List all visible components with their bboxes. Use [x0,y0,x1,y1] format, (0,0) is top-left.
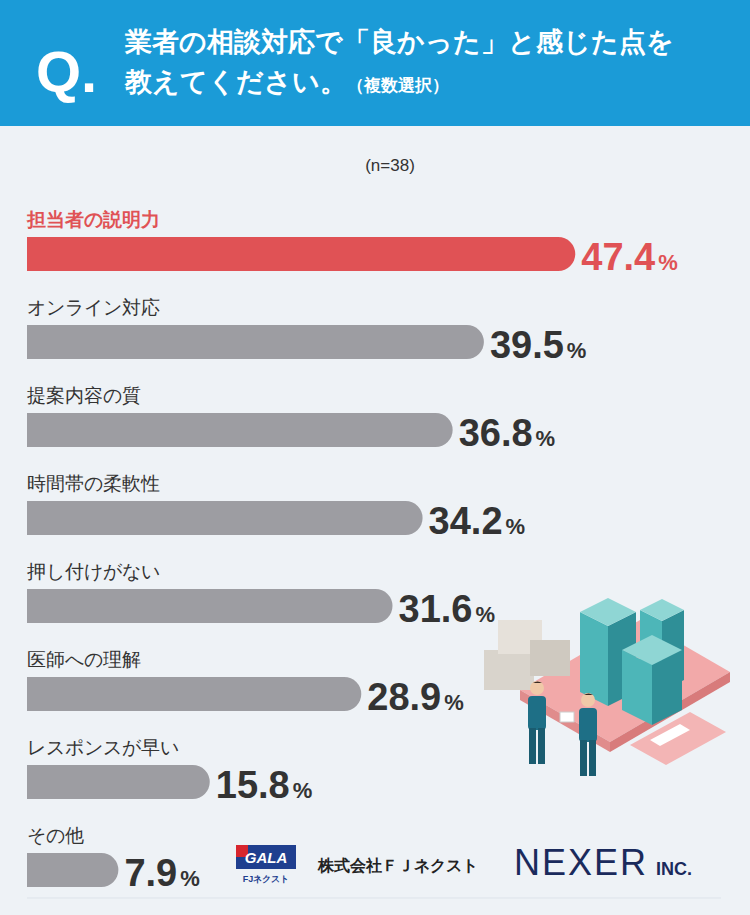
building [580,612,608,706]
value-label: 36.8% [459,412,556,454]
title-block: 業者の相談対応で「良かった」と感じた点を教えてください。（複数選択） [125,22,680,106]
person-body [579,708,597,742]
value-unit: % [293,778,313,803]
value-number: 39.5 [490,324,564,366]
header-band [0,0,750,126]
calculator [630,712,726,765]
value-label: 47.4% [581,236,678,278]
question-mark: Q. [36,39,97,104]
value-number: 28.9 [367,676,441,718]
value-number: 7.9 [124,852,177,894]
page: Q. (n=38) 担当者の説明力 47.4% オンライン対応 39.5% 提案内容の質 36… [0,0,750,915]
person-hair [533,682,542,683]
box [484,650,534,690]
value-number: 36.8 [459,412,533,454]
value-unit: % [444,690,464,715]
value-label: 39.5% [490,324,587,366]
box [530,640,570,676]
logo-text: GALA [245,849,288,866]
category-label: 提案内容の質 [27,385,141,406]
subtitle: （複数選択） [347,76,449,95]
bar [27,413,453,447]
bar [27,765,210,799]
value-number: 47.4 [581,236,655,278]
paper [560,712,574,722]
value-label: 31.6% [399,588,496,630]
bar [27,853,118,887]
category-label: 医師への理解 [27,649,141,670]
value-number: 15.8 [216,764,290,806]
bar [27,589,393,623]
person-leg [529,728,536,764]
bar [27,237,575,271]
value-number: 34.2 [429,500,503,542]
value-label: 28.9% [367,676,464,718]
bar [27,677,361,711]
value-unit: % [658,250,678,275]
logo-subtext: FJネクスト [243,874,290,884]
background [0,0,750,915]
bar [27,325,484,359]
company-name: 株式会社ＦＪネクスト [317,857,478,874]
category-label: その他 [27,825,84,846]
bar [27,501,423,535]
building-roof [640,599,684,621]
person-hair [584,694,593,695]
person-head [581,693,595,707]
value-unit: % [180,866,200,891]
value-label: 7.9% [124,852,199,894]
logos: GALA FJネクスト 株式会社ＦＪネクスト NEXER INC. [236,842,692,884]
axis-line [27,898,721,899]
value-label: 15.8% [216,764,313,806]
building-roof [580,598,636,626]
chart-canvas: Q. (n=38) 担当者の説明力 47.4% オンライン対応 39.5% 提案内容の質 36… [0,0,750,915]
bars [27,237,575,887]
category-label: 押し付けがない [27,561,160,582]
category-label: レスポンスが早い [27,737,179,758]
person-head [530,681,544,695]
person-leg [580,740,587,776]
person-body [528,696,546,730]
illustration [484,598,730,776]
building-roof [622,635,682,665]
value-number: 31.6 [399,588,473,630]
logo-box [236,845,296,869]
calculator-screen [650,724,690,746]
company-logo: NEXER [514,842,648,883]
labels: 担当者の説明力 47.4% オンライン対応 39.5% 提案内容の質 36.8% 時間帯の柔… [26,209,678,894]
value-unit: % [536,426,556,451]
category-label: 時間帯の柔軟性 [27,473,160,494]
person-leg [538,728,545,764]
value-unit: % [567,338,587,363]
value-unit: % [506,514,526,539]
category-label: オンライン対応 [27,297,160,318]
value-label: 34.2% [429,500,526,542]
company-logo-suffix: INC. [656,859,692,879]
category-label: 担当者の説明力 [26,209,160,230]
person-leg [589,740,596,776]
sample-size: (n=38) [365,156,415,175]
value-unit: % [475,602,495,627]
